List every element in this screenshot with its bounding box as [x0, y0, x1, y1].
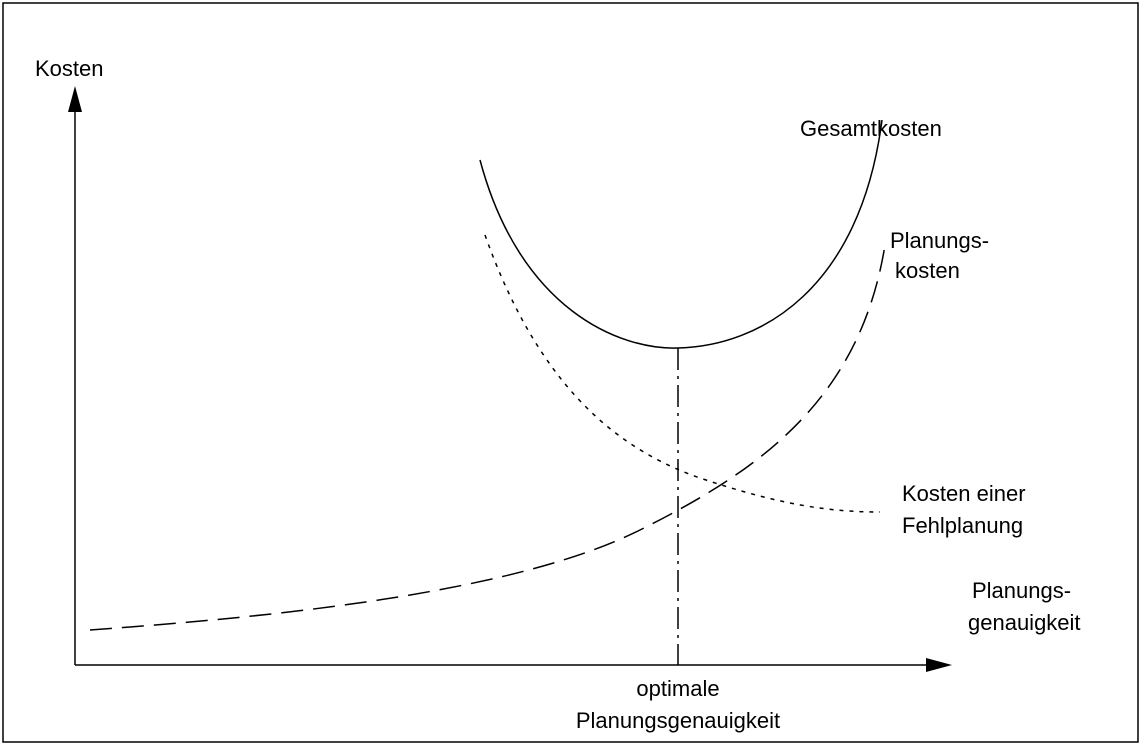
planning-cost-curve [89, 244, 886, 631]
misplanning-cost-curve [484, 234, 881, 513]
x-axis-label: genauigkeit [968, 610, 1081, 635]
total-cost-curve [479, 119, 883, 349]
y-axis-label: Kosten [35, 56, 104, 81]
curve-label: Planungs- [890, 228, 989, 253]
x-axis-arrow [926, 658, 952, 672]
y-axis-arrow [68, 86, 82, 112]
curve-label: Gesamtkosten [800, 116, 942, 141]
curve-label: Fehlplanung [902, 513, 1023, 538]
x-axis-label: Planungs- [972, 578, 1071, 603]
curve-label: kosten [895, 258, 960, 283]
marker-label: Planungsgenauigkeit [576, 708, 780, 733]
curve-label: Kosten einer [902, 481, 1026, 506]
marker-label: optimale [636, 676, 719, 701]
